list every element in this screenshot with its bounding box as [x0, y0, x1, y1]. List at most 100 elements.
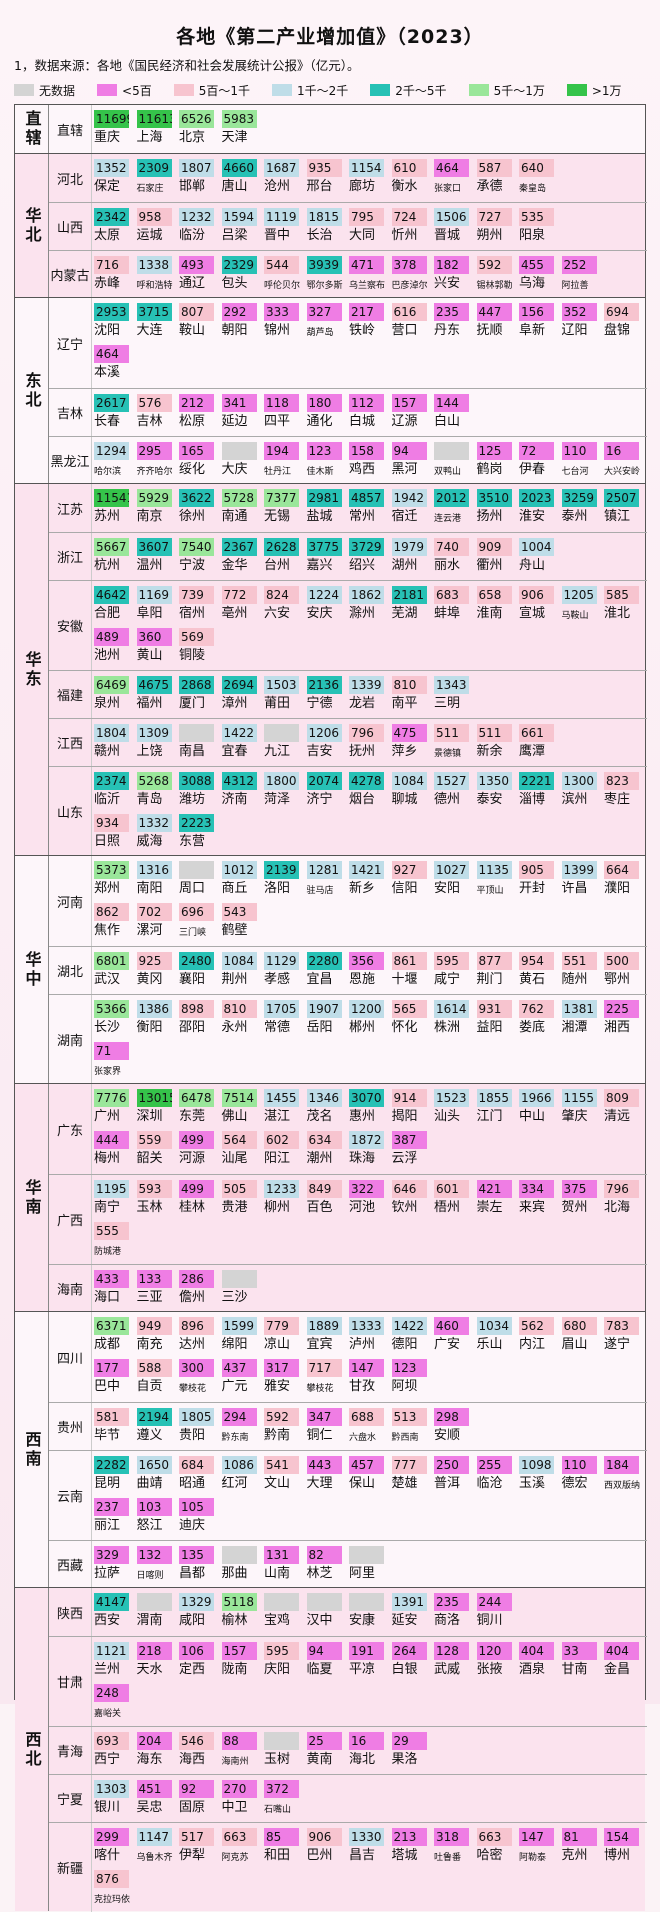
legend-swatch: [173, 84, 194, 96]
city-cell: 740 丽水: [434, 536, 470, 578]
city-value: 876: [94, 1870, 129, 1888]
city-cell: 356 恩施: [349, 950, 385, 992]
city-name: 江门: [476, 1109, 503, 1124]
city-value: 511: [434, 724, 469, 742]
city-cell: 2367 金华: [221, 536, 258, 578]
legend-item: 2千～5千: [370, 82, 447, 99]
city-value: 1807: [179, 159, 214, 177]
city-value: 2374: [94, 772, 129, 790]
city-value: 13015: [136, 1089, 172, 1107]
city-name: 随州: [561, 972, 588, 987]
city-value: 724: [391, 208, 427, 226]
city-cell: 147 阿勒泰: [519, 1826, 555, 1868]
province-row: 辽宁 2953 沈阳 3715 大连 807 鞍山 292 朝阳 333 锦州 327 葫芦岛 217 铁岭…: [49, 298, 647, 388]
city-cell: 2012 连云港: [434, 487, 470, 529]
city-value: 144: [434, 394, 469, 412]
city-name: 吉林: [136, 414, 163, 429]
province-name: 浙江: [49, 533, 92, 580]
city-name: 新余: [476, 744, 503, 759]
city-value: 180: [306, 394, 342, 412]
city-cell: 931 益阳: [476, 998, 513, 1040]
city-name: 成都: [94, 1337, 121, 1352]
city-value: 5118: [221, 1593, 257, 1611]
city-name: 扬州: [476, 509, 503, 524]
city-value: 4278: [349, 772, 384, 790]
city-name: 汕尾: [221, 1151, 248, 1166]
city-value: 225: [604, 1000, 639, 1018]
city-value: 3729: [349, 538, 384, 556]
city-value: 11699: [94, 110, 129, 128]
city-cell: 7377 无锡: [264, 487, 300, 529]
city-name: 南平: [391, 696, 418, 711]
city-cell: 595 咸宁: [434, 950, 470, 992]
city-name: 嘉峪关: [94, 1709, 122, 1719]
city-cell: 3259 泰州: [561, 487, 598, 529]
city-cell: 218 天水: [136, 1640, 173, 1682]
city-cell: 1599 绵阳: [221, 1315, 258, 1357]
city-value: 372: [264, 1780, 299, 1798]
city-cell: 213 塔城: [391, 1826, 428, 1868]
city-name: 安阳: [434, 881, 461, 896]
city-cell: 1316 南阳: [136, 859, 173, 901]
city-value: 135: [179, 1546, 214, 1564]
city-value: 1889: [306, 1317, 342, 1335]
city-cell: 327 葫芦岛: [306, 301, 343, 343]
city-name: 大理: [306, 1476, 333, 1491]
city-name: 昭通: [179, 1476, 206, 1491]
city-name: 吉安: [306, 744, 333, 759]
city-value: 1200: [349, 1000, 384, 1018]
city-name: 玉林: [136, 1200, 163, 1215]
city-name: 徐州: [179, 509, 206, 524]
city-name: 丹东: [434, 323, 461, 338]
city-value: 727: [476, 208, 512, 226]
city-cell: 1804 赣州: [94, 722, 130, 764]
legend-label: >1万: [591, 83, 622, 98]
city-value: 237: [94, 1498, 129, 1516]
city-cell: 1386 衡阳: [136, 998, 173, 1040]
city-name: 牡丹江: [264, 467, 292, 477]
city-cell: 1907 岳阳: [306, 998, 343, 1040]
city-cell: 123 佳木斯: [306, 440, 343, 482]
region-name: 西南: [15, 1312, 49, 1587]
city-cell: 158 鸡西: [349, 440, 385, 482]
city-cell: 1862 滁州: [349, 584, 385, 626]
city-name: 滨州: [561, 792, 588, 807]
city-name: 巴彦淖尔: [391, 281, 428, 291]
city-name: 铁岭: [349, 323, 376, 338]
city-name: 张掖: [476, 1662, 503, 1677]
city-name: 安顺: [434, 1428, 461, 1443]
city-cell: 914 揭阳: [391, 1087, 428, 1129]
city-cell: 909 衢州: [476, 536, 513, 578]
city-name: 甘南: [561, 1662, 588, 1677]
city-name: 株洲: [434, 1020, 461, 1035]
city-cell: 437 广元: [221, 1357, 258, 1399]
city-cell: 927 信阳: [391, 859, 428, 901]
city-value: 783: [604, 1317, 639, 1335]
city-name: 兰州: [94, 1662, 121, 1677]
city-cell: 94 黑河: [391, 440, 428, 482]
city-cell: 404 金昌: [604, 1640, 640, 1682]
city-value: 1119: [264, 208, 299, 226]
city-cell: 443 大理: [306, 1454, 343, 1496]
city-cell: 493 通辽: [179, 254, 215, 296]
city-value: [221, 1546, 257, 1564]
city-name: 黔东南: [221, 1433, 249, 1443]
city-value: 595: [434, 952, 469, 970]
city-value: 218: [136, 1642, 172, 1660]
city-name: 双鸭山: [434, 467, 462, 477]
city-name: 延边: [221, 414, 248, 429]
city-value: 535: [519, 208, 554, 226]
city-name: 钦州: [391, 1200, 418, 1215]
city-value: 286: [179, 1270, 214, 1288]
city-cell: 1309 上饶: [136, 722, 173, 764]
city-value: 1084: [391, 772, 427, 790]
city-name: 兴安: [434, 276, 461, 291]
city-cell: 1650 曲靖: [136, 1454, 173, 1496]
province-row: 青海 693 西宁 204 海东 546 海西 88 海南州 玉树 25 黄南 16 海北 29 果洛: [49, 1726, 647, 1774]
city-name: 济南: [221, 792, 248, 807]
city-name: 台州: [264, 558, 291, 573]
city-value: 1506: [434, 208, 469, 226]
city-value: 1399: [561, 861, 597, 879]
city-value: [264, 724, 299, 742]
city-name: 吕梁: [221, 228, 248, 243]
